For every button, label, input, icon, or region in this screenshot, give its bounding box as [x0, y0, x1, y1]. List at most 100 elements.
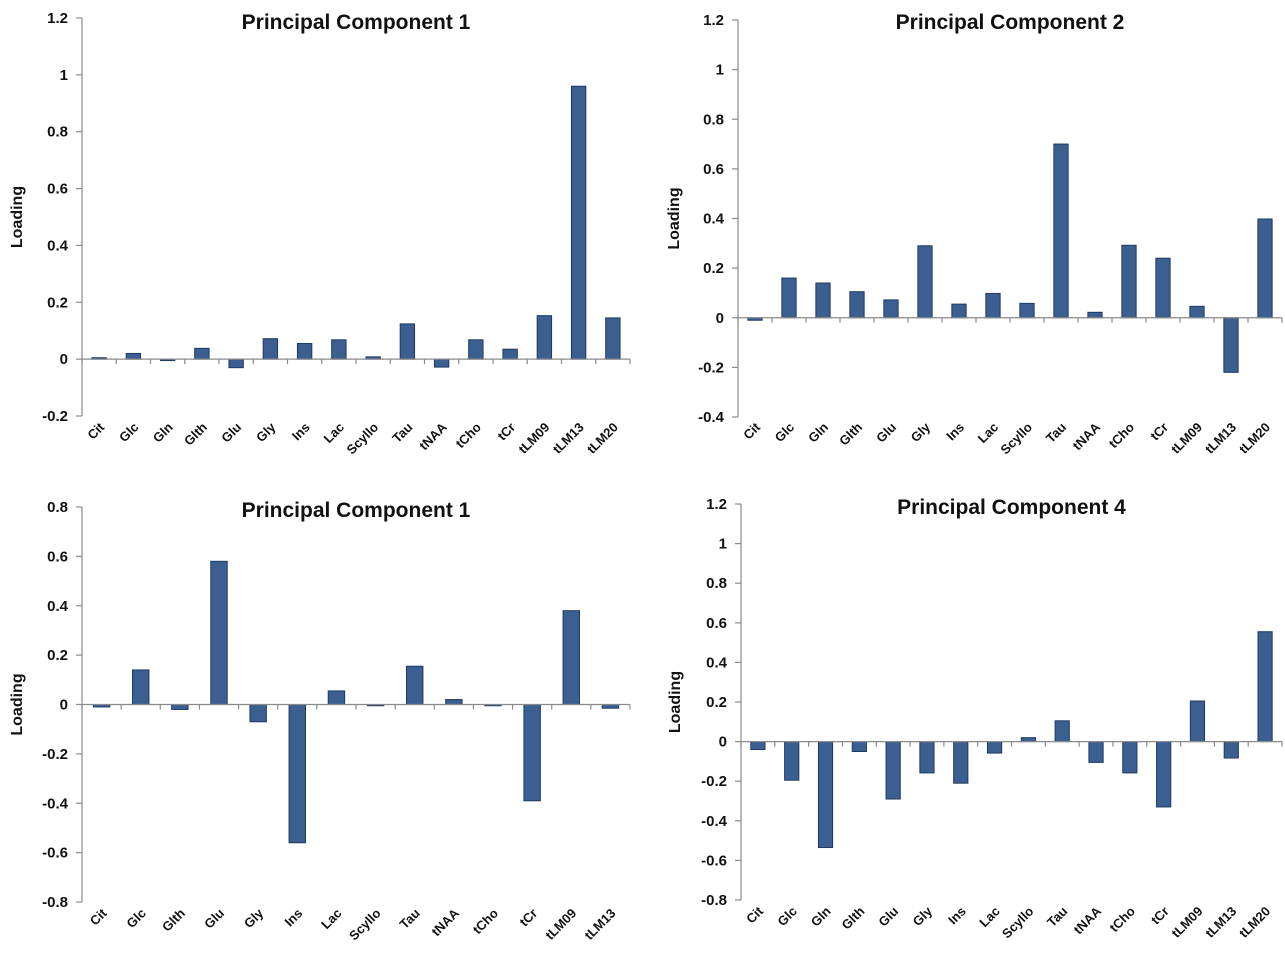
bar-tlm13 — [570, 85, 587, 360]
x-category-label: Glth — [836, 419, 865, 448]
x-category-label: tCr — [516, 906, 540, 930]
bar-tcr — [502, 348, 518, 360]
bar-tau — [405, 665, 424, 705]
y-tick-label: 0.6 — [47, 548, 68, 565]
x-category-label: tCho — [1106, 903, 1138, 935]
chart-title: Principal Component 4 — [897, 496, 1126, 519]
bar-tcr — [1156, 741, 1172, 808]
chart-title: Principal Component 2 — [896, 11, 1125, 34]
y-tick-label: 0 — [716, 310, 724, 327]
y-tick-label: 0.4 — [703, 211, 725, 228]
bar-tcr — [1155, 257, 1171, 319]
y-axis-label: Loading — [666, 187, 683, 249]
bar-glc — [784, 741, 800, 781]
y-tick-label: -0.2 — [42, 408, 68, 425]
y-tick-label: 1 — [716, 62, 724, 79]
bar-glth — [849, 291, 865, 319]
bar-ins — [288, 704, 307, 844]
y-tick-label: 0.8 — [47, 499, 68, 516]
x-category-label: Glc — [774, 904, 799, 929]
bar-tcho — [468, 339, 484, 360]
bar-lac — [331, 339, 347, 360]
x-category-label: Cit — [743, 903, 766, 926]
bar-tau — [1053, 143, 1069, 319]
bar-gln — [815, 282, 831, 319]
y-tick-label: -0.2 — [698, 359, 724, 376]
y-tick-label: 0.2 — [47, 647, 68, 664]
bar-gln — [817, 741, 834, 849]
y-tick-label: 0.2 — [706, 694, 727, 711]
y-tick-label: 1.2 — [47, 10, 68, 27]
y-tick-label: 0.8 — [706, 575, 727, 592]
y-axis-label: Loading — [9, 186, 26, 248]
bar-tnaa — [433, 358, 450, 368]
bar-ins — [951, 303, 967, 319]
x-category-label: Gly — [241, 905, 267, 931]
x-category-label: Glu — [873, 419, 899, 445]
y-tick-label: 0.4 — [47, 598, 69, 615]
bar-glth — [851, 741, 867, 753]
x-category-label: Gln — [805, 419, 831, 445]
bar-ins — [296, 343, 313, 360]
x-category-label: Gly — [253, 419, 279, 445]
x-category-label: tLM09 — [1168, 420, 1205, 457]
x-category-label: tLM20 — [1236, 904, 1273, 941]
x-category-label: Scyllo — [997, 419, 1035, 457]
bar-glu — [210, 560, 228, 705]
x-category-label: tCho — [470, 905, 502, 937]
bar-chart-4: Principal Component 4 Loading -0.8 -0.6 -0.4… — [667, 496, 1283, 941]
y-tick-label: 1 — [60, 67, 68, 84]
y-tick-label: 0 — [60, 351, 68, 368]
bar-glu — [885, 741, 901, 800]
x-category-label: tCr — [1148, 904, 1172, 928]
bar-chart-3: Principal Component 1 Loading -0.8 -0.6 -0.4… — [9, 499, 631, 943]
x-category-label: Tau — [1043, 419, 1069, 445]
x-category-label: Glu — [201, 905, 227, 931]
x-category-label: tLM13 — [1202, 420, 1239, 457]
bar-tnaa — [1088, 741, 1104, 763]
x-category-label: Gly — [908, 419, 934, 445]
bar-gly — [262, 338, 279, 360]
x-category-label: Tau — [1044, 903, 1070, 929]
x-category-label: Lac — [976, 904, 1002, 930]
bar-glc — [125, 352, 142, 360]
x-category-label: tLM13 — [581, 906, 618, 943]
bar-glu — [883, 299, 899, 319]
bar-chart-1: Principal Component 1 Loading -0.2 0 0.2 0.4 0… — [9, 10, 631, 457]
y-tick-label: -0.4 — [42, 795, 69, 812]
chart-panel-1: Principal Component 1 Loading -0.2 0 0.2 0.4 0… — [0, 0, 640, 478]
bar-cit — [750, 741, 766, 751]
bar-tlm20 — [1257, 218, 1273, 319]
x-category-label: tNAA — [1071, 903, 1105, 937]
bar-scyllo — [1019, 302, 1035, 319]
x-category-label: tNAA — [428, 905, 462, 939]
bar-tcr — [523, 704, 541, 802]
bar-ins — [953, 741, 969, 784]
x-category-label: Glu — [875, 903, 901, 929]
chart-title: Principal Component 1 — [242, 11, 471, 34]
y-tick-label: 0 — [719, 734, 727, 751]
bar-gly — [917, 245, 933, 319]
bar-glth — [194, 347, 210, 360]
y-tick-label: 0.2 — [47, 294, 68, 311]
bar-gly — [249, 704, 267, 723]
x-category-label: tLM09 — [542, 906, 579, 943]
y-tick-label: 0.6 — [47, 181, 68, 198]
x-category-label: Gln — [808, 903, 834, 929]
bar-tcho — [1121, 244, 1137, 319]
x-category-label: Gln — [150, 419, 176, 445]
x-category-label: Scyllo — [344, 419, 382, 457]
x-category-label: Glu — [218, 419, 244, 445]
x-category-label: Ins — [943, 420, 967, 444]
y-tick-label: 1.2 — [706, 496, 727, 513]
x-category-label: Ins — [282, 906, 306, 930]
x-category-label: Lac — [318, 906, 344, 932]
x-category-label: Scyllo — [346, 905, 384, 943]
x-category-label: Glth — [181, 419, 210, 448]
bar-tlm13 — [1223, 317, 1239, 373]
y-tick-label: -0.4 — [701, 813, 728, 830]
x-category-label: tCr — [1147, 420, 1171, 444]
y-tick-label: 0.2 — [703, 260, 724, 277]
bar-lac — [985, 292, 1001, 319]
x-category-label: Glc — [772, 420, 797, 445]
